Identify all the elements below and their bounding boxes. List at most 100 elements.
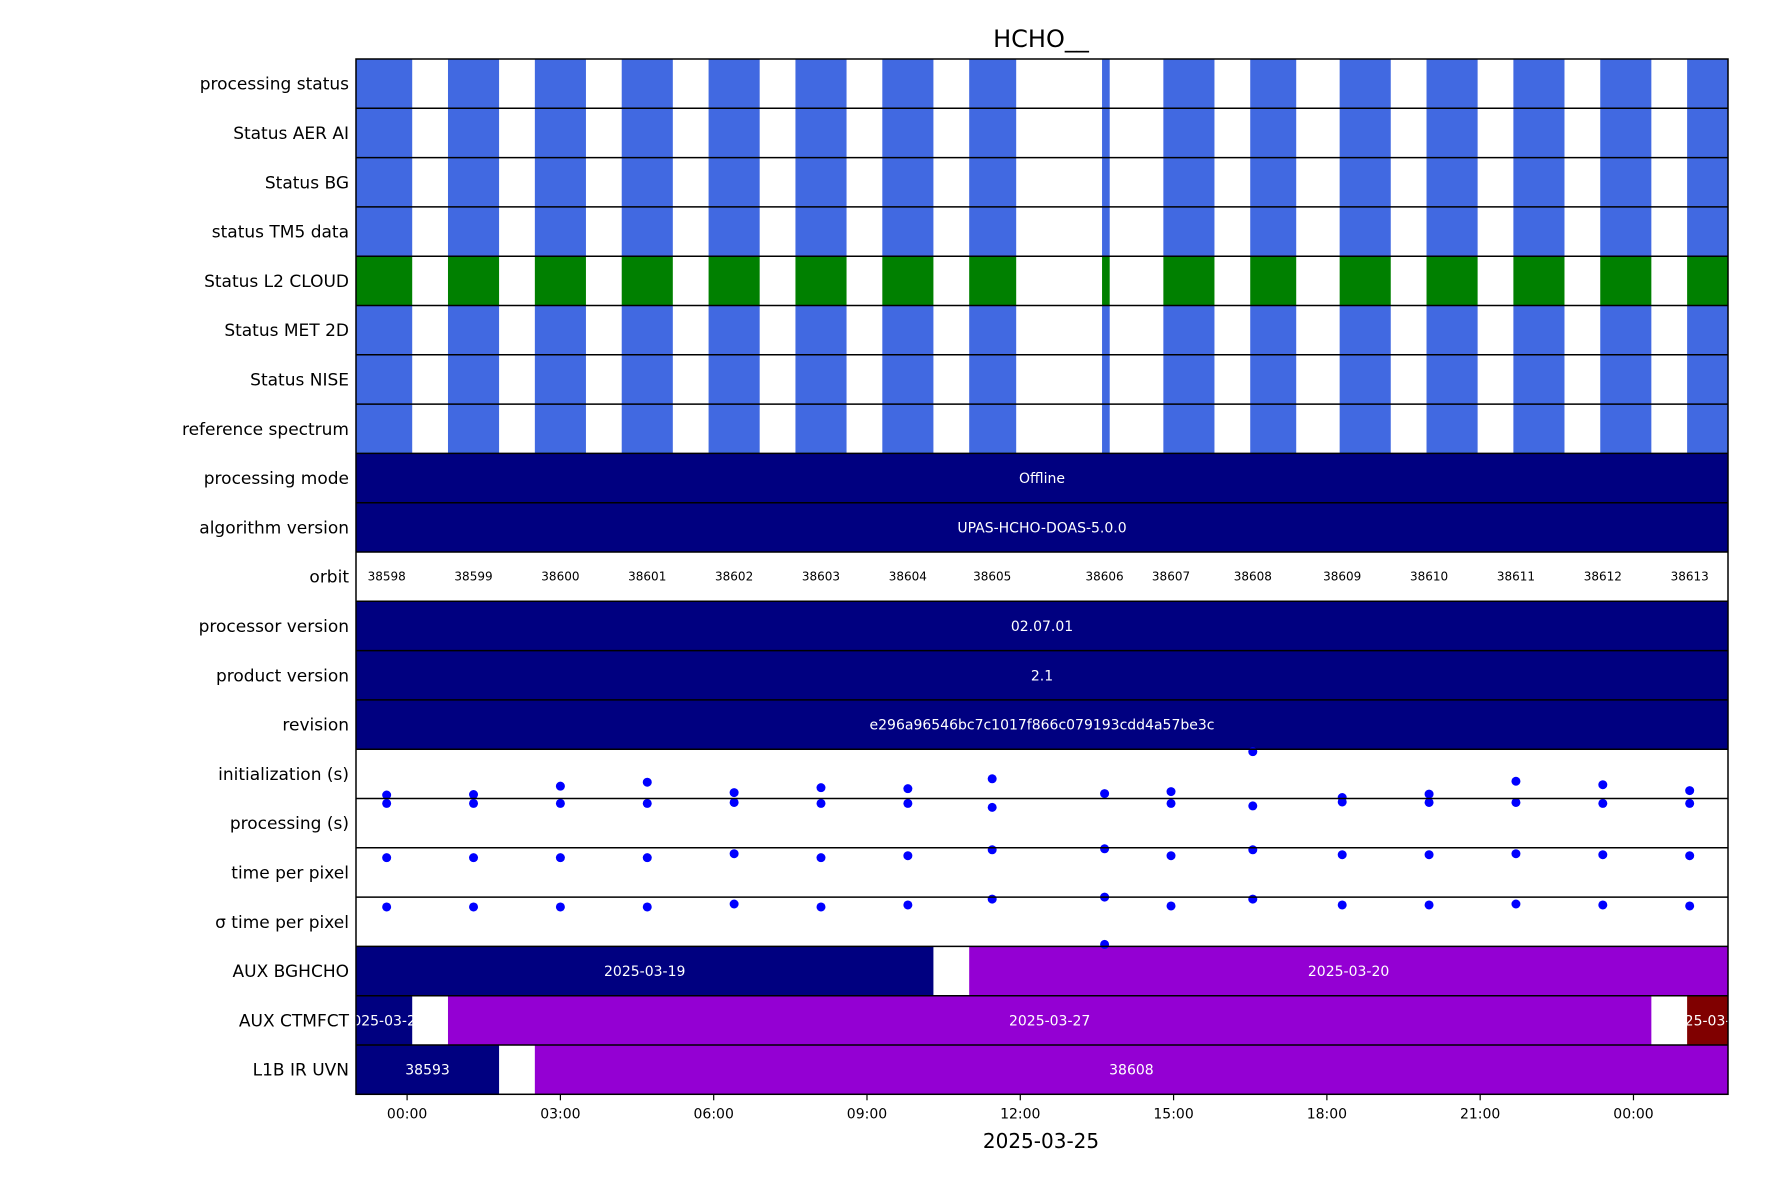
status-block <box>795 404 847 454</box>
status-block <box>1513 305 1565 355</box>
segment-bar <box>447 995 1652 1045</box>
status-block <box>1687 354 1728 405</box>
data-point <box>1337 850 1347 860</box>
full-bar <box>356 650 1728 700</box>
status-block <box>969 157 1017 207</box>
row-label: algorithm version <box>199 518 349 538</box>
data-point <box>469 798 479 808</box>
status-block <box>708 256 760 306</box>
status-block <box>447 108 500 158</box>
row-label: AUX BGHCHO <box>233 962 349 982</box>
data-point <box>1685 786 1695 796</box>
data-point <box>816 798 826 808</box>
data-point <box>1424 797 1434 807</box>
status-block <box>447 404 500 454</box>
bars-layer: Offline UPAS-HCHO-DOAS-5.0.0 02.07.01 2.1 e2… <box>343 59 1748 1095</box>
data-point <box>1424 900 1434 910</box>
bar-text: e296a96546bc7c1017f866c079193cdd4a57be3c <box>870 718 1215 734</box>
status-block <box>1426 305 1478 355</box>
row-label: AUX CTMFCT <box>239 1011 350 1031</box>
status-block <box>1102 157 1110 207</box>
status-block <box>1250 354 1297 405</box>
status-block <box>1163 354 1215 405</box>
status-block <box>447 157 500 207</box>
data-point <box>1598 780 1608 790</box>
segment-bar <box>356 995 413 1045</box>
row-labels: processing status Status AER AI Status BG s… <box>182 75 350 1081</box>
data-point <box>642 777 652 787</box>
data-point <box>1100 939 1110 949</box>
x-tick-label: 21:00 <box>1460 1106 1500 1122</box>
full-bar <box>356 601 1728 651</box>
data-point <box>555 798 565 808</box>
segment-bar <box>534 1045 1728 1095</box>
data-point <box>642 798 652 808</box>
orbit-label: 38606 <box>1086 570 1124 584</box>
status-block <box>621 404 673 454</box>
data-point <box>729 788 739 798</box>
status-block <box>708 305 760 355</box>
status-block <box>1513 354 1565 405</box>
data-point <box>382 798 392 808</box>
data-point <box>1166 901 1176 911</box>
status-block <box>1102 404 1110 454</box>
bar-text: Offline <box>1019 471 1065 487</box>
status-block <box>447 354 500 405</box>
orbit-label: 38603 <box>802 570 840 584</box>
data-point <box>1685 798 1695 808</box>
data-point <box>1166 798 1176 808</box>
full-bar <box>356 453 1728 503</box>
data-point <box>1511 797 1521 807</box>
plot-frame <box>355 58 1729 1096</box>
segment-text: 2025-03-20 <box>1308 964 1389 980</box>
status-block <box>1163 59 1215 109</box>
status-block <box>1250 206 1297 257</box>
status-block <box>795 256 847 306</box>
row-label: orbit <box>309 568 349 588</box>
data-point <box>1598 900 1608 910</box>
status-block <box>447 59 500 109</box>
data-point <box>1166 851 1176 861</box>
row-label: status TM5 data <box>212 223 349 243</box>
row-label: Status AER AI <box>233 124 349 144</box>
row-label: Status NISE <box>250 370 349 390</box>
status-block <box>447 256 500 306</box>
status-block <box>356 305 413 355</box>
data-point <box>555 853 565 863</box>
status-block <box>621 206 673 257</box>
status-block <box>621 305 673 355</box>
orbit-label: 38613 <box>1671 570 1709 584</box>
orbit-label: 38607 <box>1152 570 1190 584</box>
row-dividers <box>355 58 1729 1096</box>
status-block <box>621 256 673 306</box>
status-block <box>1687 206 1728 257</box>
data-point <box>1424 789 1434 799</box>
data-point <box>903 798 913 808</box>
row-label: Status MET 2D <box>224 321 349 341</box>
orbit-label: 38610 <box>1410 570 1448 584</box>
row-label: processor version <box>199 617 349 637</box>
status-block <box>1102 305 1110 355</box>
data-point <box>1685 901 1695 911</box>
row-label: L1B IR UVN <box>253 1061 349 1081</box>
orbit-label: 38605 <box>973 570 1011 584</box>
data-point <box>469 790 479 800</box>
x-tick-label: 06:00 <box>694 1106 734 1122</box>
status-block <box>882 256 934 306</box>
status-block <box>1250 256 1297 306</box>
data-point <box>1100 844 1110 854</box>
x-tick-label: 03:00 <box>540 1106 580 1122</box>
data-point <box>816 783 826 793</box>
status-block <box>1163 108 1215 158</box>
orbit-label: 38598 <box>368 570 406 584</box>
x-tick-label: 18:00 <box>1307 1106 1347 1122</box>
status-block <box>1600 206 1652 257</box>
status-block <box>356 404 413 454</box>
data-point <box>1424 850 1434 860</box>
status-block <box>1339 157 1391 207</box>
status-block <box>356 206 413 257</box>
status-block <box>1163 305 1215 355</box>
status-block <box>969 354 1017 405</box>
status-block <box>534 256 586 306</box>
data-point <box>469 902 479 912</box>
